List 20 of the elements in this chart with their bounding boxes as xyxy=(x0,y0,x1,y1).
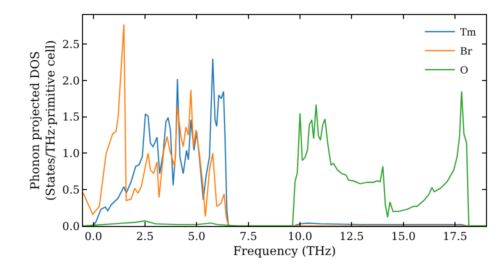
x-tick-label: 0.0 xyxy=(84,230,102,244)
x-tick-label: 17.5 xyxy=(442,230,468,244)
legend-label: O xyxy=(460,66,468,77)
y-tick-label: 0.5 xyxy=(62,183,80,196)
y-tick-label: 0.0 xyxy=(62,220,80,233)
y-tick-label: 2.5 xyxy=(62,38,80,51)
legend-label: Br xyxy=(460,46,472,58)
x-tick-label: 7.5 xyxy=(240,230,258,244)
x-tick-label: 10.0 xyxy=(288,230,312,244)
x-tick-label: 15.0 xyxy=(391,230,416,244)
x-axis-title: Frequency (THz) xyxy=(233,244,336,258)
y-tick-label: 1.0 xyxy=(62,147,80,160)
y-axis-title: Phonon projected DOS (States/THz·primitive cell) xyxy=(28,40,58,201)
y-tick-label: 2.0 xyxy=(62,74,80,88)
y-tick-label: 1.5 xyxy=(62,110,80,124)
line-series xyxy=(83,90,486,226)
x-tick-label: 12.5 xyxy=(339,230,364,244)
x-tick-label: 2.5 xyxy=(136,230,154,244)
legend-label: Tm xyxy=(460,28,477,39)
x-tick-label: 5.0 xyxy=(188,230,206,244)
